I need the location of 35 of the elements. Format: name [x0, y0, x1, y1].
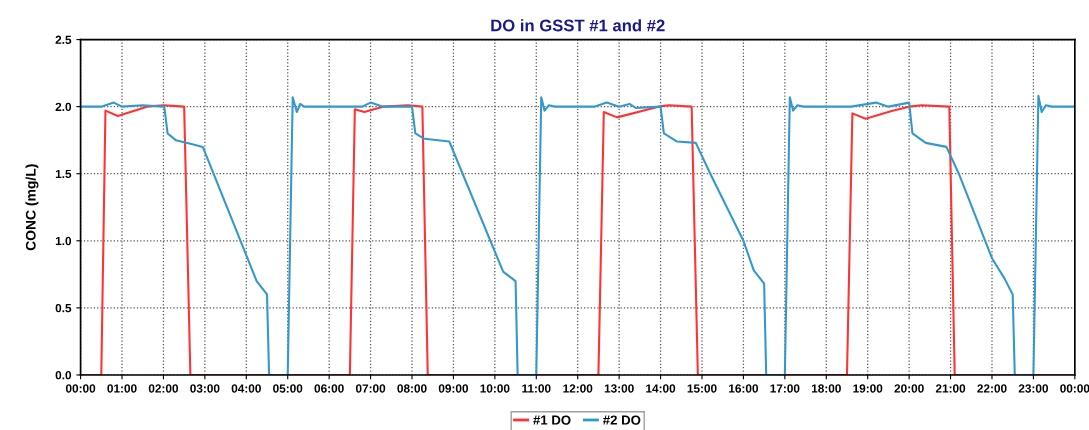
x-tick-label: 19:00 — [853, 384, 883, 393]
x-tick-label: 00:00 — [1060, 384, 1089, 393]
x-tick-label: 09:00 — [438, 384, 469, 393]
x-tick-label: 14:00 — [646, 384, 676, 393]
y-tick-label: 1.5 — [55, 169, 72, 179]
x-tick-label: 20:00 — [894, 384, 924, 393]
x-tick-label: 02:00 — [148, 384, 179, 393]
x-tick-label: 03:00 — [190, 384, 220, 393]
y-tick-label: 0.5 — [55, 303, 72, 313]
x-tick-label: 06:00 — [314, 384, 344, 393]
x-tick-label: 22:00 — [977, 384, 1007, 393]
x-tick-label: 23:00 — [1018, 384, 1049, 393]
x-tick-label: 08:00 — [397, 384, 427, 393]
legend-label: #1 DO — [533, 415, 571, 425]
y-tick-label: 0.0 — [55, 370, 72, 380]
y-tick-label: 2.5 — [55, 35, 72, 44]
x-tick-label: 21:00 — [935, 384, 966, 393]
chart-title: DO in GSST #1 and #2 — [491, 19, 665, 32]
y-axis-title: CONC (mg/L) — [25, 164, 39, 251]
x-tick-label: 17:00 — [770, 384, 800, 393]
x-tick-label: 01:00 — [107, 384, 137, 393]
x-tick-label: 10:00 — [480, 384, 510, 393]
x-tick-label: 15:00 — [687, 384, 717, 393]
x-tick-label: 13:00 — [604, 384, 634, 393]
x-tick-label: 07:00 — [355, 384, 386, 393]
x-tick-label: 16:00 — [729, 384, 759, 393]
x-tick-label: 00:00 — [65, 384, 96, 393]
x-tick-label: 11:00 — [522, 384, 551, 393]
x-tick-label: 04:00 — [231, 384, 261, 393]
x-tick-label: 18:00 — [811, 384, 841, 393]
y-tick-label: 1.0 — [55, 236, 72, 246]
legend-label: #2 DO — [603, 415, 641, 425]
y-tick-label: 2.0 — [55, 102, 72, 112]
x-tick-label: 12:00 — [563, 384, 593, 393]
x-tick-label: 05:00 — [273, 384, 303, 393]
